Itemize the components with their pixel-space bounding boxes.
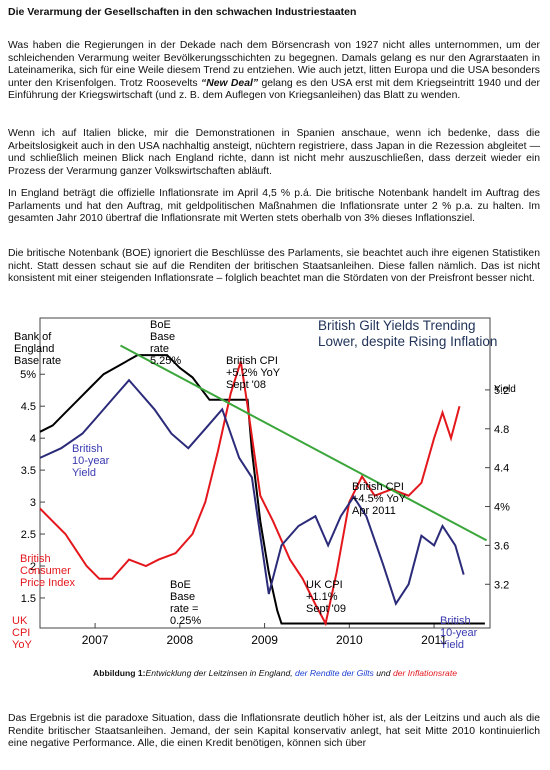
- text: gelang es den USA erst mit dem Kriegsein…: [8, 77, 540, 102]
- text: Was haben die Regierungen in der Dekade …: [8, 40, 540, 89]
- annotation: England: [14, 343, 54, 355]
- caption-text: Entwicklung der Leitzinsen in England,: [145, 668, 296, 678]
- annotation: UK: [12, 615, 28, 627]
- caption-inflation: der Inflationsrate: [392, 668, 457, 678]
- annotation: BoE: [150, 319, 171, 331]
- caption: Abbildung 1:Entwicklung der Leitzinsen i…: [0, 668, 550, 678]
- annotation: +1.1%: [306, 591, 338, 603]
- y-tick-label: 2.5: [21, 529, 36, 541]
- x-tick-label: 2008: [166, 633, 193, 647]
- y-tick-label: 4.5: [21, 401, 36, 413]
- x-tick-label: 2010: [336, 633, 363, 647]
- annotation: British CPI: [352, 481, 404, 493]
- series-line: [120, 344, 488, 542]
- y2-axis-label: Yield: [494, 384, 516, 395]
- annotation: British: [20, 553, 51, 565]
- paragraph: Wenn ich auf Italien blicke, mir die Dem…: [8, 128, 540, 177]
- annotation: Base rate: [14, 355, 61, 367]
- caption-text: und: [373, 668, 393, 678]
- y-tick-label: 1.5: [21, 593, 36, 605]
- series-line: [39, 378, 465, 606]
- y-tick-label: 2: [30, 561, 36, 573]
- y2-tick-label: 4.8: [494, 424, 509, 436]
- x-tick-label: 2011: [421, 633, 447, 647]
- paragraph: Die britische Notenbank (BOE) ignoriert …: [8, 248, 540, 285]
- heading: Die Verarmung der Gesellschaften in den …: [8, 6, 357, 18]
- y2-tick-label: 5.2: [494, 385, 509, 397]
- y-tick-label: 5%: [20, 369, 36, 381]
- y-tick-label: 4: [30, 433, 36, 445]
- annotation: British CPI: [226, 355, 278, 367]
- series-line: [39, 354, 485, 625]
- emphasis: “New Deal”: [201, 77, 259, 89]
- annotation: YoY: [12, 639, 32, 651]
- annotation: Bank of: [14, 331, 52, 343]
- annotation: 5.25%: [150, 355, 181, 367]
- y2-tick-label: 3.2: [494, 579, 509, 591]
- y-tick-label: 3.5: [21, 465, 36, 477]
- annotation: rate =: [170, 603, 198, 615]
- annotation: +4.5% YoY: [352, 493, 407, 505]
- y-tick-label: 3: [30, 497, 36, 509]
- annotation: Apr 2011: [352, 505, 396, 517]
- annotation: Consumer: [20, 565, 71, 577]
- annotation: UK CPI: [306, 579, 343, 591]
- annotation: Sept '09: [306, 603, 346, 615]
- paragraph: Was haben die Regierungen in der Dekade …: [8, 40, 540, 103]
- chart-title: British Gilt Yields Trending: [318, 318, 476, 333]
- annotation: BoE: [170, 579, 191, 591]
- annotation: +5.2% YoY: [226, 367, 281, 379]
- annotation: 10-year: [72, 455, 110, 467]
- series-line: [39, 361, 461, 627]
- y2-tick-label: 4%: [494, 502, 510, 514]
- annotation: Sept '08: [226, 379, 266, 391]
- annotation: Yield: [72, 467, 96, 479]
- annotation: Base: [150, 331, 175, 343]
- caption-label: Abbildung 1:: [93, 668, 146, 678]
- annotation: Price Index: [20, 577, 76, 589]
- chart: 1.522.533.544.55%3.23.64%4.44.85.2Yield2…: [12, 317, 516, 651]
- annotation: 0.25%: [170, 615, 201, 627]
- annotation: British: [440, 615, 471, 627]
- annotation: CPI: [12, 627, 30, 639]
- paragraph: In England beträgt die offizielle Inflat…: [8, 188, 540, 225]
- chart-title: Lower, despite Rising Inflation: [318, 334, 497, 349]
- annotation: rate: [150, 343, 169, 355]
- paragraph: Das Ergebnis ist die paradoxe Situation,…: [8, 713, 540, 750]
- y2-tick-label: 4.4: [494, 463, 509, 475]
- x-tick-label: 2009: [251, 633, 278, 647]
- annotation: 10-year: [440, 627, 478, 639]
- y2-tick-label: 3.6: [494, 540, 509, 552]
- annotation: British: [72, 443, 103, 455]
- annotation: Yield: [440, 639, 464, 651]
- x-tick-label: 2007: [82, 633, 109, 647]
- annotation: Base: [170, 591, 195, 603]
- caption-gilts: der Rendite der Gilts: [295, 668, 374, 678]
